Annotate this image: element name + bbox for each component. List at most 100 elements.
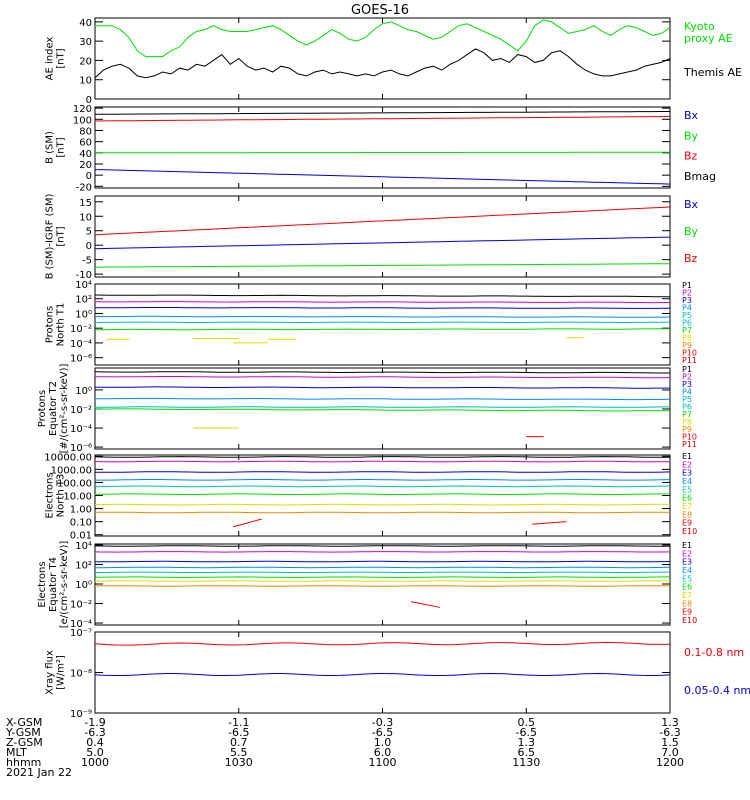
y-tick-label: -5: [82, 256, 92, 267]
y-axis-label: Equator T4: [48, 557, 59, 612]
series-line-P2: [94, 376, 671, 379]
legend-entry: E9: [682, 608, 692, 617]
panel-ent3: 10000.00 1000.00 100.00 10.00 1.00 0.10 0.01 El…: [44, 452, 697, 542]
time-axis-value: 1100: [369, 756, 397, 769]
legend-entry: P4: [682, 304, 692, 313]
legend-entry: E4: [682, 566, 692, 575]
legend-entry: E6: [682, 494, 692, 503]
legend-entry: P7: [682, 410, 692, 419]
time-axis-value: 1030: [225, 756, 253, 769]
series-line-E2: [94, 551, 671, 553]
time-axis-value: 7.0: [661, 746, 679, 759]
panel-frame: [94, 631, 671, 714]
y-axis-label: Electrons: [37, 561, 48, 607]
time-axis-value: 0.5: [518, 716, 536, 729]
y-tick-label: 0.10: [70, 518, 92, 529]
legend-entry: Bx: [684, 109, 699, 122]
legend-entry: P4: [682, 388, 692, 397]
time-axis-value: 6.0: [374, 746, 392, 759]
time-axis-row-label: Y-GSM: [5, 726, 41, 739]
time-axis-value: 6.5: [518, 746, 536, 759]
series-line-Bx: [94, 236, 671, 250]
y-axis-label: Electrons: [45, 472, 56, 518]
series-line-P1: [94, 371, 670, 374]
y-tick-label: 10: [79, 212, 92, 223]
y-tick-label: 10⁻⁸: [70, 669, 92, 680]
legend-entry: E6: [682, 583, 692, 592]
legend-entry: E1: [682, 452, 692, 461]
legend-entry: P6: [682, 403, 692, 412]
time-axis-value: 1.0: [374, 736, 392, 749]
time-axis-row-label: hhmm: [6, 756, 41, 769]
y-axis-label: [#/(cm²-s-sr-keV)]: [59, 364, 70, 454]
y-tick-label: 0: [86, 171, 92, 182]
time-axis-row-label: X-GSM: [6, 716, 42, 729]
time-axis-value: 1200: [656, 756, 684, 769]
legend-entry: P7: [682, 326, 692, 335]
legend-entry: P10: [682, 349, 697, 358]
y-tick-label: 0.01: [70, 531, 92, 542]
y-tick-label: 10⁰: [75, 580, 92, 591]
series-fragment: [232, 518, 262, 528]
y-axis-label: Protons: [45, 306, 56, 343]
legend-entry: P3: [682, 296, 692, 305]
y-tick-label: 10000.00: [44, 452, 92, 463]
time-axis-value: 1.3: [661, 716, 679, 729]
y-tick-label: 40: [79, 149, 92, 160]
legend-entry: E2: [682, 549, 692, 558]
y-tick-label: 60: [79, 138, 92, 149]
y-tick-label: 5: [86, 227, 92, 238]
time-axis-value: -6.5: [516, 726, 537, 739]
legend-entry: P8: [682, 334, 692, 343]
y-axis-label: AE index: [45, 37, 56, 81]
panel-frame: [94, 195, 671, 278]
y-tick-label: 10⁴: [75, 280, 92, 291]
legend-entry: E10: [682, 616, 697, 625]
series-line-E6: [94, 576, 670, 578]
y-axis-label: B (SM): [45, 131, 56, 164]
time-axis-value: 0.7: [230, 736, 248, 749]
time-axis-value: 1.3: [518, 736, 536, 749]
y-tick-label: 10⁻⁶: [70, 354, 92, 365]
time-axis-row-label: Z-GSM: [6, 736, 43, 749]
y-tick-label: 10⁻²: [70, 405, 92, 416]
y-tick-label: 10⁻⁴: [70, 619, 92, 630]
legend-entry: P11: [682, 356, 697, 365]
y-tick-label: -20: [76, 182, 92, 193]
series-line-E1: [94, 545, 670, 547]
y-tick-label: 10⁻⁷: [70, 628, 92, 639]
legend-entry: Bx: [684, 198, 699, 211]
legend-entry: E5: [682, 574, 692, 583]
legend-entry: P2: [682, 289, 692, 298]
y-axis-label: B (SM)-IGRF (SM): [45, 194, 56, 280]
series-line-E4: [95, 566, 671, 569]
y-tick-label: 10⁰: [75, 386, 92, 397]
series-line-Bz: [94, 116, 671, 122]
panel-frame: [94, 543, 671, 626]
y-axis-label: [nT]: [56, 48, 67, 68]
time-axis-value: 5.5: [230, 746, 248, 759]
y-tick-label: 80: [79, 126, 92, 137]
time-axis-row-label: MLT: [6, 746, 27, 759]
series-line-P1: [94, 294, 670, 298]
panel-xray: 10⁻⁷ 10⁻⁸ 10⁻⁹ Xray flux [W/m²] 0.1-0.8 nm 0.0…: [45, 628, 750, 720]
series-line-E8: [94, 585, 671, 587]
series-line-E7: [94, 503, 671, 506]
series-line-E4: [95, 479, 671, 481]
y-tick-label: 20: [79, 160, 92, 171]
legend-entry: By: [684, 129, 699, 142]
legend-entry: E8: [682, 510, 692, 519]
y-tick-label: 10⁰: [75, 309, 92, 320]
legend-entry: Bz: [684, 150, 698, 163]
legend-entry: Kyoto: [684, 20, 715, 33]
y-tick-label: 10⁻⁴: [70, 424, 92, 435]
y-tick-label: 10⁴: [75, 541, 92, 552]
series-line-Themis AE: [94, 48, 671, 79]
y-tick-label: 1.00: [70, 505, 92, 516]
series-line-E7: [94, 580, 670, 582]
series-line-0.1-0.8 nm: [94, 641, 671, 646]
series-line-E3: [94, 471, 671, 473]
time-axis-value: -0.3: [372, 716, 393, 729]
